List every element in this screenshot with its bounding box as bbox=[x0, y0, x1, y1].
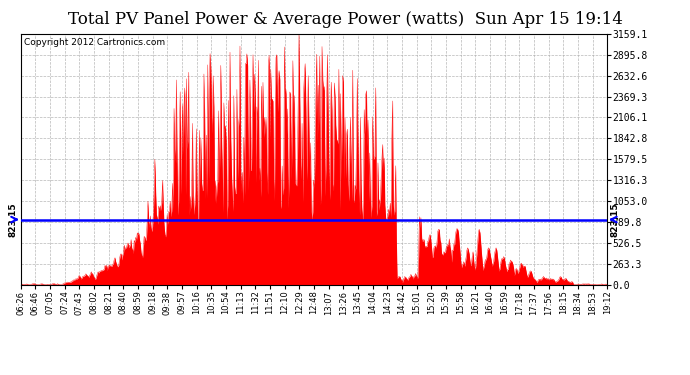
Text: 823.15: 823.15 bbox=[610, 202, 619, 237]
Text: Total PV Panel Power & Average Power (watts)  Sun Apr 15 19:14: Total PV Panel Power & Average Power (wa… bbox=[68, 11, 622, 28]
Text: Copyright 2012 Cartronics.com: Copyright 2012 Cartronics.com bbox=[23, 38, 165, 46]
Text: 823.15: 823.15 bbox=[9, 202, 18, 237]
